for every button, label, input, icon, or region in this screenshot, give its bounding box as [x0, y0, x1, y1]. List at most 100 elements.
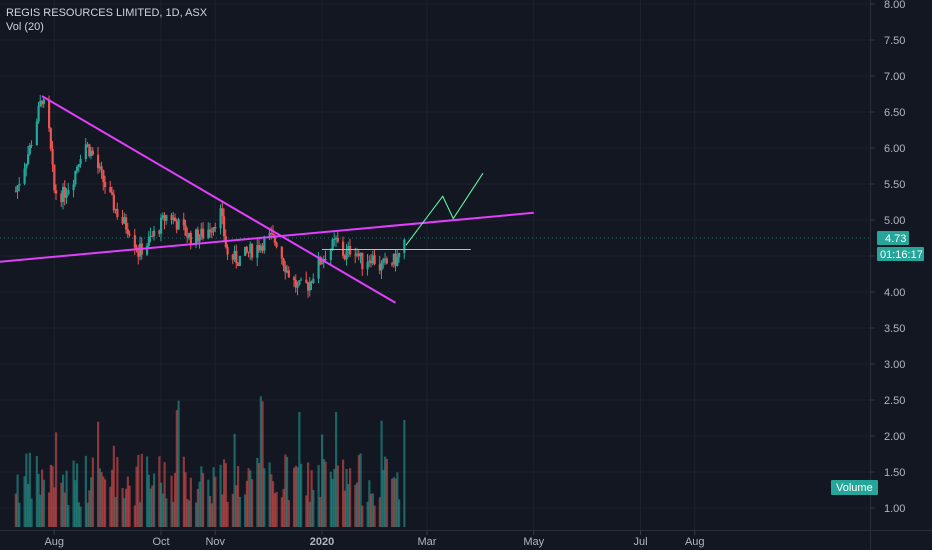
candle-body	[282, 258, 285, 267]
candle-body	[221, 208, 224, 217]
volume-bar	[147, 474, 150, 527]
candle-body	[396, 257, 399, 266]
volume-bar	[256, 457, 259, 527]
volume-bar	[224, 463, 227, 527]
volume-bar	[349, 468, 352, 527]
candle-body	[247, 251, 250, 253]
price-tick-label: 2.50	[884, 395, 905, 407]
price-tick-label: 4.00	[884, 287, 905, 299]
volume-bar	[151, 485, 154, 527]
volume-bar	[370, 493, 373, 527]
candle-body	[403, 239, 406, 253]
candle-body	[60, 193, 63, 202]
volume-bar	[378, 497, 381, 527]
volume-bar	[221, 494, 224, 527]
candle-body	[39, 100, 42, 106]
candle-body	[324, 258, 327, 261]
candle-body	[72, 184, 75, 191]
candle-body	[98, 166, 101, 169]
volume-bar	[268, 462, 271, 527]
volume-bar	[238, 496, 241, 527]
price-tick-label: 8.00	[884, 0, 905, 11]
time-tick-label: May	[523, 536, 544, 548]
volume-bar	[219, 464, 222, 527]
candle-body	[149, 235, 152, 238]
volume-bar	[207, 479, 210, 527]
candle-body	[212, 227, 215, 232]
candle-body	[359, 252, 362, 257]
candle-body	[392, 253, 395, 265]
volume-bar	[354, 484, 357, 527]
time-tick-label: Aug	[685, 536, 705, 548]
candle-body	[272, 233, 275, 236]
volume-bar	[385, 458, 388, 527]
candle-body	[342, 241, 345, 256]
volume-indicator-label[interactable]: Vol (20)	[6, 21, 44, 33]
volume-bar	[109, 486, 112, 527]
volume-bar	[158, 456, 161, 527]
candle-body	[347, 246, 350, 251]
volume-bar	[244, 494, 247, 527]
volume-bars	[14, 396, 406, 527]
volume-bar	[84, 455, 87, 527]
volume-bar	[74, 480, 77, 527]
volume-bar	[392, 477, 395, 527]
drawings[interactable]	[0, 95, 534, 304]
candle-body	[256, 245, 259, 258]
last-price-value: 4.73	[885, 233, 906, 245]
candle-body	[382, 258, 385, 263]
candle-body	[79, 158, 82, 165]
candle-body	[391, 263, 394, 265]
volume-bar	[76, 463, 79, 527]
candle-body	[182, 219, 185, 226]
volume-bar	[380, 420, 383, 527]
candle-body	[25, 163, 28, 169]
countdown-value: 01:16:17	[880, 249, 923, 261]
candle-body	[296, 284, 299, 288]
candle-body	[161, 215, 164, 218]
last-price-badge: 4.73	[877, 231, 909, 245]
volume-bar	[366, 501, 369, 527]
volume-bar	[188, 500, 191, 527]
projection-path	[405, 172, 484, 246]
volume-bar	[195, 502, 198, 527]
volume-bar	[90, 477, 93, 527]
candle-body	[28, 145, 31, 155]
candle-body	[226, 247, 229, 255]
candle-body	[329, 249, 332, 261]
volume-bar	[91, 457, 94, 527]
price-tick-label: 2.00	[884, 431, 905, 443]
price-tick-label: 1.50	[884, 467, 905, 479]
candle-body	[237, 263, 240, 267]
volume-bar	[308, 501, 311, 527]
candle-body	[97, 154, 100, 169]
volume-bar	[16, 474, 19, 527]
symbol-title[interactable]: REGIS RESOURCES LIMITED, 1D, ASX	[6, 7, 208, 19]
volume-bar	[251, 479, 254, 527]
volume-bar	[373, 505, 376, 527]
candle-body	[219, 208, 222, 229]
volume-bar	[391, 478, 394, 527]
candle-body	[231, 254, 234, 260]
candle-body	[244, 246, 247, 256]
volume-bar	[65, 470, 68, 527]
candle-body	[294, 279, 297, 288]
candle-body	[343, 255, 346, 260]
candle-body	[275, 242, 278, 247]
candle-body	[165, 215, 168, 221]
candle-body	[223, 216, 226, 237]
volume-bar	[41, 469, 44, 527]
volume-bar	[30, 498, 33, 527]
time-axis[interactable]: Aug Oct Nov 2020 Mar May Jul Aug	[44, 530, 705, 548]
volume-bar	[97, 421, 100, 527]
candle-body	[366, 262, 369, 270]
candle-body	[370, 260, 373, 264]
candle-body	[62, 187, 65, 202]
candle-body	[55, 190, 58, 194]
candle-body	[67, 190, 70, 195]
descending-trendline	[41, 95, 397, 304]
volume-bar	[160, 482, 163, 527]
candle-body	[238, 255, 241, 267]
candle-body	[88, 144, 91, 157]
